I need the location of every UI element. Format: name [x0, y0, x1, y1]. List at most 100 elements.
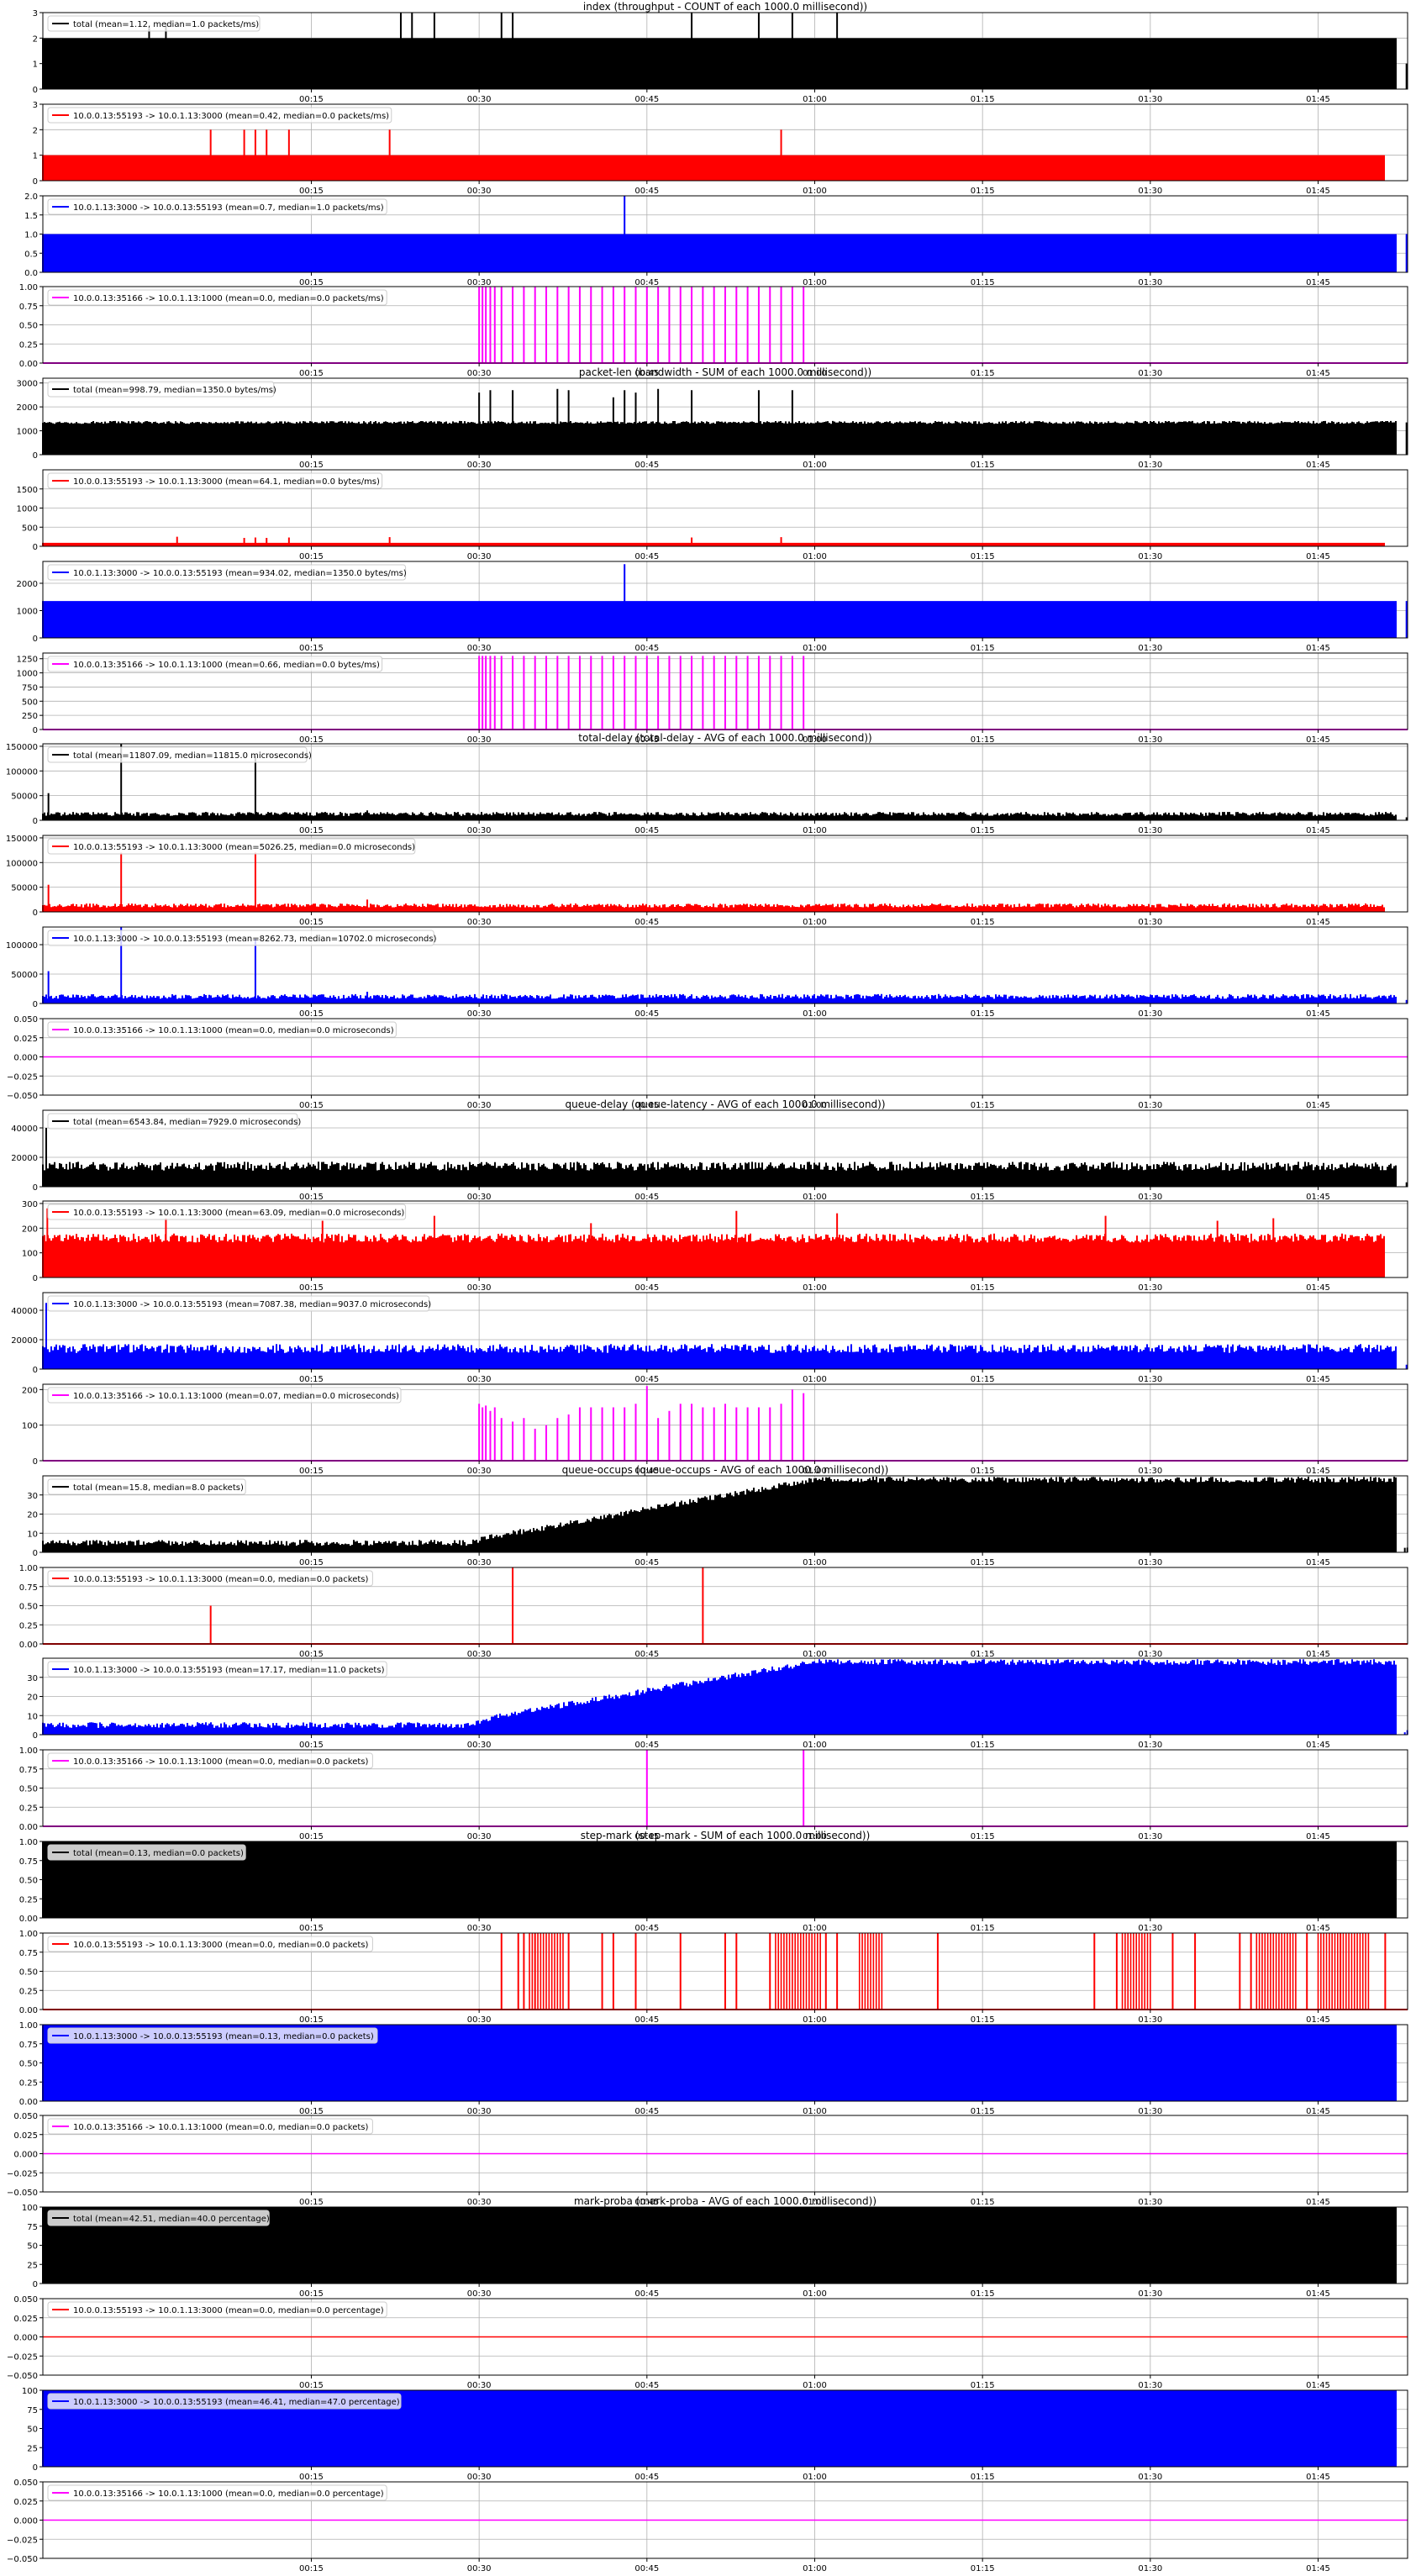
panel-16: 0 100 200 00:15 00:30 00:45 01:00 01:15 01:30 01:…	[22, 1383, 1408, 1476]
x-tick-label: 00:30	[467, 2564, 492, 2573]
legend-label: total (mean=998.79, median=1350.0 bytes/…	[73, 386, 276, 395]
x-tick-label: 01:15	[971, 1101, 995, 1110]
series-10	[42, 852, 1385, 912]
series-5	[42, 388, 1408, 455]
y-tick-label: 0.25	[19, 340, 38, 350]
x-tick-label: 01:00	[803, 1101, 827, 1110]
panel-title: mark-proba (mark-proba - AVG of each 100…	[574, 2195, 876, 2207]
legend-label: 10.0.0.13:35166 -> 10.0.1.13:1000 (mean=…	[73, 661, 380, 670]
x-tick-label: 00:30	[467, 1193, 492, 1202]
panel-1: 012300:1500:3000:4501:0001:1501:3001:450…	[33, 1, 1408, 104]
data-bars	[42, 812, 1397, 820]
x-tick-label: 01:00	[803, 1650, 827, 1659]
series-6	[42, 536, 1385, 546]
x-tick-label: 01:30	[1138, 2564, 1162, 2573]
x-tick-label: 01:00	[803, 2381, 827, 2390]
panel-title: queue-occups (queue-occups - AVG of each…	[562, 1464, 889, 1476]
panel-12: −0.050 −0.025 0.000 0.025 0.050 00:15 00:30 00:…	[7, 1015, 1408, 1110]
panel-23: 0.00 0.25 0.50 0.75 1.00 00:15 00:30 00:45 01:00…	[19, 2021, 1408, 2116]
x-tick-label: 00:45	[634, 2473, 659, 2482]
x-tick-label: 01:15	[971, 644, 995, 653]
legend-label: 10.0.0.13:35166 -> 10.0.1.13:1000 (mean=…	[73, 2489, 384, 2499]
panel-4: 0.00 0.25 0.50 0.75 1.00 00:15 00:30 00:45 01:00…	[19, 283, 1408, 378]
x-tick-label: 01:45	[1306, 1193, 1330, 1202]
y-tick-label: −0.050	[7, 1092, 38, 1101]
x-tick-label: 01:15	[971, 2381, 995, 2390]
x-tick-label: 00:15	[299, 461, 324, 470]
axes-frame	[42, 926, 1408, 1004]
x-tick-label: 00:30	[467, 461, 492, 470]
x-tick-label: 00:30	[467, 1832, 492, 1841]
legend-label: 10.0.0.13:55193 -> 10.0.1.13:3000 (mean=…	[73, 2306, 384, 2315]
y-tick-label: 20000	[11, 1154, 38, 1163]
axes-frame	[42, 2115, 1408, 2193]
x-tick-label: 01:45	[1306, 1832, 1330, 1841]
x-tick-label: 00:15	[299, 826, 324, 835]
x-tick-label: 00:30	[467, 2289, 492, 2299]
x-tick-label: 00:30	[467, 1558, 492, 1567]
x-tick-label: 00:15	[299, 2289, 324, 2299]
x-tick-label: 00:45	[634, 826, 659, 835]
y-tick-label: 0.00	[19, 2098, 38, 2107]
legend-label: 10.0.0.13:55193 -> 10.0.1.13:3000 (mean=…	[73, 1941, 368, 1950]
axes-frame	[42, 1657, 1408, 1736]
x-tick-label: 01:45	[1306, 1283, 1330, 1293]
x-tick-label: 01:00	[803, 2107, 827, 2116]
y-tick-label: 300	[22, 1200, 38, 1209]
legend-box	[47, 472, 383, 489]
x-tick-label: 01:45	[1306, 2015, 1330, 2025]
y-tick-label: 0.75	[19, 2041, 38, 2050]
x-tick-label: 00:30	[467, 826, 492, 835]
panel-2: 012300:1500:3000:4501:0001:1501:3001:450…	[33, 101, 1408, 196]
x-tick-label: 00:45	[634, 369, 659, 378]
legend: 10.0.1.13:3000 -> 10.0.0.13:55193 (mean=…	[47, 930, 437, 946]
x-tick-label: 01:00	[803, 1375, 827, 1384]
legend: 10.0.0.13:55193 -> 10.0.1.13:3000 (mean=…	[47, 1204, 407, 1220]
y-tick-label: 0	[33, 2463, 38, 2473]
x-tick-label: 01:30	[1138, 1650, 1162, 1659]
legend: 10.0.0.13:55193 -> 10.0.1.13:3000 (mean=…	[47, 2301, 387, 2318]
y-tick-label: 0.25	[19, 2078, 38, 2088]
x-tick-label: 00:45	[634, 735, 659, 745]
y-tick-label: 0	[33, 1731, 38, 1741]
legend-box	[47, 2393, 402, 2410]
legend: 10.0.0.13:55193 -> 10.0.1.13:3000 (mean=…	[47, 838, 416, 855]
x-tick-label: 01:15	[971, 2015, 995, 2025]
y-tick-label: 2000	[17, 403, 38, 413]
y-tick-label: 1500	[17, 486, 38, 495]
legend: 10.0.0.13:35166 -> 10.0.1.13:1000 (mean=…	[47, 1387, 402, 1404]
x-tick-label: 01:15	[971, 2289, 995, 2299]
x-tick-label: 01:30	[1138, 461, 1162, 470]
legend-label: 10.0.1.13:3000 -> 10.0.0.13:55193 (mean=…	[73, 2032, 374, 2041]
legend-box	[47, 1570, 373, 1587]
y-tick-label: 100000	[6, 767, 38, 777]
x-tick-label: 01:00	[803, 2289, 827, 2299]
y-tick-label: 0.00	[19, 1641, 38, 1650]
legend: total (mean=11807.09, median=11815.0 mic…	[47, 746, 312, 763]
y-tick-label: 75	[27, 2223, 38, 2232]
y-tick-label: 0.00	[19, 1915, 38, 1924]
legend-box	[47, 198, 387, 215]
tail-bars	[1403, 1730, 1408, 1735]
x-tick-label: 01:00	[803, 1283, 827, 1293]
x-tick-label: 00:30	[467, 1467, 492, 1476]
x-tick-label: 00:45	[634, 1832, 659, 1841]
x-tick-label: 00:30	[467, 278, 492, 287]
panel-title: index (throughput - COUNT of each 1000.0…	[583, 1, 867, 13]
x-tick-label: 00:30	[467, 1283, 492, 1293]
x-tick-label: 01:00	[803, 552, 827, 561]
legend-label: 10.0.1.13:3000 -> 10.0.0.13:55193 (mean=…	[73, 1300, 431, 1309]
y-tick-label: 1000	[17, 670, 38, 679]
x-tick-label: 00:45	[634, 2289, 659, 2299]
y-tick-label: 0	[33, 817, 38, 826]
legend-box	[47, 2027, 378, 2044]
legend-box	[47, 1021, 397, 1038]
x-tick-label: 01:45	[1306, 1741, 1330, 1750]
x-tick-label: 01:45	[1306, 1924, 1330, 1933]
axes-frame	[42, 2206, 1408, 2284]
x-tick-label: 01:15	[971, 2473, 995, 2482]
data-bars	[42, 1162, 1397, 1187]
y-tick-label: 0.75	[19, 303, 38, 312]
x-tick-label: 00:15	[299, 735, 324, 745]
